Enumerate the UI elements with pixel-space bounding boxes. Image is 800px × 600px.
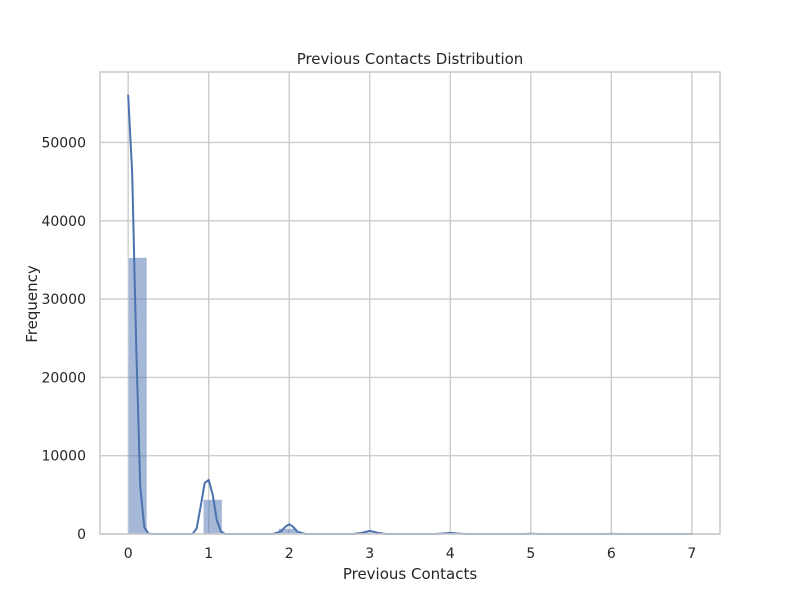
y-tick-label-2: 20000 <box>41 370 86 386</box>
plot-frame <box>99 71 721 535</box>
y-tick-label-4: 40000 <box>41 214 86 230</box>
plot-spines <box>99 71 721 535</box>
y-axis-label: Frequency <box>23 265 41 343</box>
x-tick-label-4: 4 <box>446 546 455 562</box>
x-axis-label: Previous Contacts <box>343 565 478 583</box>
x-tick-label-6: 6 <box>607 546 616 562</box>
x-tick-label-0: 0 <box>124 546 133 562</box>
x-tick-label-2: 2 <box>285 546 294 562</box>
x-tick-label-1: 1 <box>204 546 213 562</box>
x-tick-label-5: 5 <box>526 546 535 562</box>
x-tick-labels: 0 1 2 3 4 5 6 7 <box>124 546 697 562</box>
grid-layer <box>100 72 720 535</box>
y-tick-label-3: 30000 <box>41 292 86 308</box>
x-tick-label-7: 7 <box>687 546 696 562</box>
y-tick-labels: 0 10000 20000 30000 40000 50000 <box>41 135 86 543</box>
y-tick-label-0: 0 <box>77 527 86 543</box>
y-tick-label-5: 50000 <box>41 135 86 151</box>
chart-title: Previous Contacts Distribution <box>297 50 524 68</box>
y-tick-label-1: 10000 <box>41 449 86 465</box>
x-tick-label-3: 3 <box>365 546 374 562</box>
